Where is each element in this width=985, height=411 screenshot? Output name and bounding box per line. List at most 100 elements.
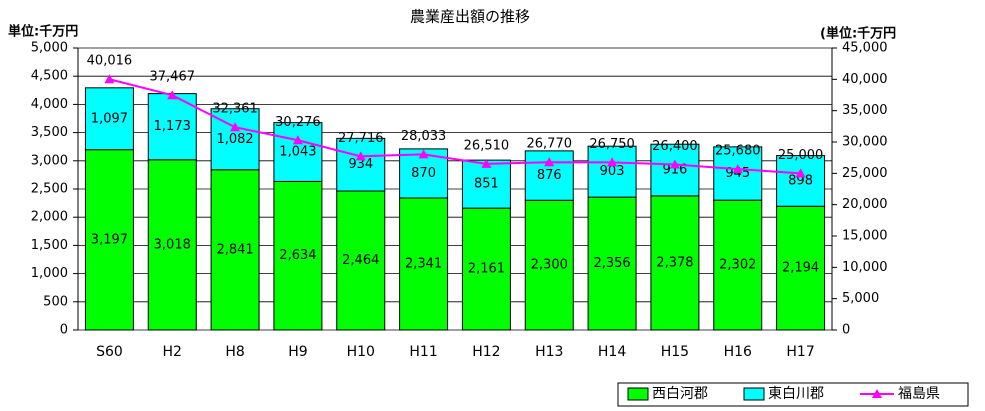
x-tick-label: H9 [288,344,307,360]
bar-value-label: 2,341 [405,256,442,271]
legend-swatch [627,387,649,401]
line-marker [418,149,429,159]
y-tick-label: 1,000 [31,266,68,281]
x-tick-label: H13 [535,344,563,360]
line-marker [167,90,178,100]
y2-tick-label: 25,000 [842,166,888,181]
line-value-label: 26,750 [589,137,635,152]
line-marker [104,74,115,84]
bar [210,169,260,331]
bar [461,159,511,209]
line-value-label: 25,000 [778,148,824,163]
bar-value-label: 870 [411,166,436,181]
bar-value-label: 1,173 [154,119,191,134]
y-tick-label: 2,000 [31,210,68,225]
bar [147,93,197,161]
x-tick-label: H17 [786,344,814,360]
bar-value-label: 2,841 [216,242,253,257]
bar [713,146,763,201]
legend-swatch [743,387,765,401]
x-tick-label: H10 [347,344,375,360]
y-tick-label: 5,000 [31,41,68,56]
x-tick-label: S60 [96,344,123,360]
line-marker [355,151,366,161]
y-tick-label: 3,000 [31,153,68,168]
bar-value-label: 1,097 [91,111,128,126]
line-value-label: 37,467 [150,70,196,85]
bar [650,143,700,197]
bar-value-label: 2,161 [468,262,505,277]
x-tick-label: H15 [661,344,689,360]
bar-value-label: 934 [348,157,373,172]
legend-marker [872,389,882,398]
bar [461,207,511,331]
line-value-label: 30,276 [275,115,321,130]
line-value-label: 32,361 [212,102,258,117]
chart-title: 農業産出額の推移 [410,8,530,26]
y-tick-label: 4,500 [31,69,68,84]
line-marker [607,157,618,167]
y2-tick-label: 20,000 [842,197,888,212]
bar [399,197,449,331]
line-marker [669,159,680,169]
line-marker [292,135,303,145]
line-value-label: 26,400 [652,139,698,154]
y-tick-label: 2,500 [31,182,68,197]
bar-value-label: 898 [788,173,813,188]
bar [776,155,826,207]
bar-value-label: 2,378 [656,255,693,270]
bar-value-label: 903 [600,164,625,179]
line-marker [481,158,492,168]
y2-tick-label: 15,000 [842,229,888,244]
x-tick-label: H11 [409,344,437,360]
y2-tick-label: 35,000 [842,103,888,118]
y2-axis-label: (単位:千万円 [820,26,896,42]
line-marker [230,122,241,132]
bar [147,159,197,331]
line-value-label: 25,680 [715,144,761,159]
y-tick-label: 3,500 [31,125,68,140]
bar [336,190,386,331]
line-marker [795,168,806,178]
bar-value-label: 2,634 [279,248,316,263]
y2-tick-label: 30,000 [842,135,888,150]
bar [273,180,323,331]
line [109,78,801,175]
legend-box [617,382,969,407]
legend-label: 西白河郡 [652,386,708,402]
bar [587,196,637,331]
line-value-label: 26,770 [527,137,573,152]
bar [587,145,637,198]
line-value-label: 28,033 [401,129,447,144]
bar-value-label: 3,197 [91,232,128,247]
x-tick-label: H8 [225,344,244,360]
y2-tick-label: 10,000 [842,260,888,275]
line-marker [732,164,743,174]
bar [336,137,386,192]
bar [650,195,700,331]
bar-value-label: 2,464 [342,253,379,268]
x-tick-label: H2 [163,344,182,360]
y-tick-label: 0 [60,323,68,338]
bar [84,87,134,151]
bar-value-label: 3,018 [154,237,191,252]
bar [776,205,826,331]
y-tick-label: 4,000 [31,97,68,112]
legend-label: 東白川郡 [768,386,824,402]
bar-value-label: 1,043 [279,145,316,160]
line-marker [544,157,555,167]
bar-value-label: 851 [474,177,499,192]
line-value-label: 26,510 [464,138,510,153]
y-tick-label: 500 [43,294,68,309]
line-value-label: 27,716 [338,131,384,146]
x-tick-label: H16 [724,344,752,360]
y2-tick-label: 45,000 [842,41,888,56]
legend-label: 福島県 [898,386,940,402]
y2-tick-label: 0 [842,323,850,338]
x-tick-label: H12 [472,344,500,360]
bar-value-label: 2,300 [531,258,568,273]
bar [713,199,763,331]
y-tick-label: 1,500 [31,238,68,253]
bar-value-label: 2,194 [782,261,819,276]
